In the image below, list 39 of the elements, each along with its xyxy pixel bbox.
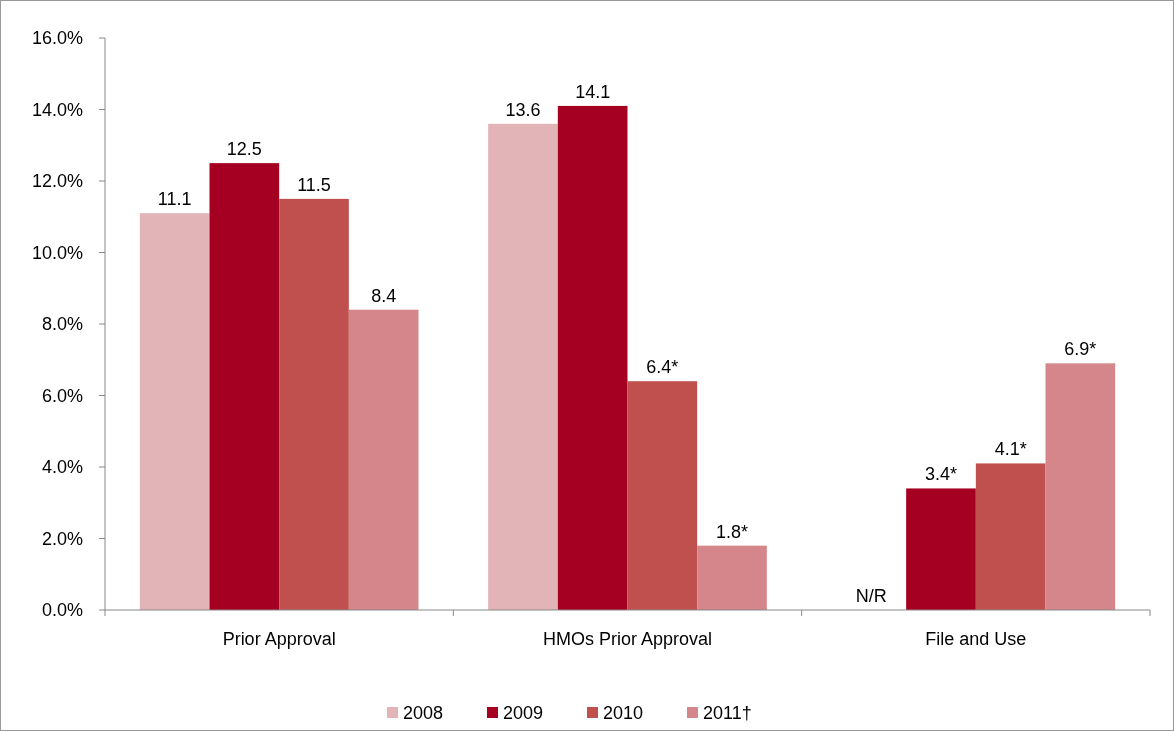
bar	[975, 463, 1046, 610]
bar	[1045, 363, 1116, 610]
data-label: 13.6	[505, 99, 541, 120]
data-label: 6.9*	[1064, 339, 1097, 360]
y-tick-label: 2.0%	[41, 528, 83, 549]
y-tick-label: 10.0%	[31, 242, 83, 263]
text: N/R	[855, 586, 887, 606]
y-tick-label: 16.0%	[31, 28, 83, 49]
bar	[209, 163, 280, 610]
legend-label: 2008	[403, 703, 444, 724]
data-label: 1.8*	[715, 521, 749, 542]
bar	[627, 381, 698, 610]
legend-label: 2010	[603, 703, 644, 724]
data-label: 6.4*	[646, 357, 679, 378]
data-label: 11.5	[297, 174, 331, 195]
data-label: 3.4*	[924, 464, 958, 485]
bar	[697, 545, 767, 610]
bar	[279, 198, 349, 610]
y-tick-label: 12.0%	[31, 171, 83, 192]
data-label: 11.1	[157, 189, 192, 210]
y-tick-label: 8.0%	[41, 314, 83, 335]
legend-label: 2009	[503, 703, 544, 724]
x-tick-label: File and Use	[925, 629, 1027, 649]
data-label: 4.1*	[994, 439, 1027, 460]
legend-label: 2011†	[703, 703, 752, 724]
bar	[906, 488, 976, 610]
x-tick-label: HMOs Prior Approval	[542, 629, 713, 649]
bar	[348, 309, 419, 610]
x-tick-label: Prior Approval	[222, 629, 336, 649]
data-label: 8.4	[371, 285, 397, 306]
y-tick-label: 4.0%	[41, 457, 83, 478]
bar	[488, 123, 558, 610]
data-label: 14.1	[575, 81, 611, 102]
y-tick-label: 14.0%	[31, 99, 83, 120]
y-tick-label: 6.0%	[41, 385, 83, 406]
data-label: 12.5	[226, 139, 262, 160]
bar	[557, 105, 628, 610]
bar	[139, 213, 210, 610]
y-tick-label: 0.0%	[41, 600, 83, 621]
